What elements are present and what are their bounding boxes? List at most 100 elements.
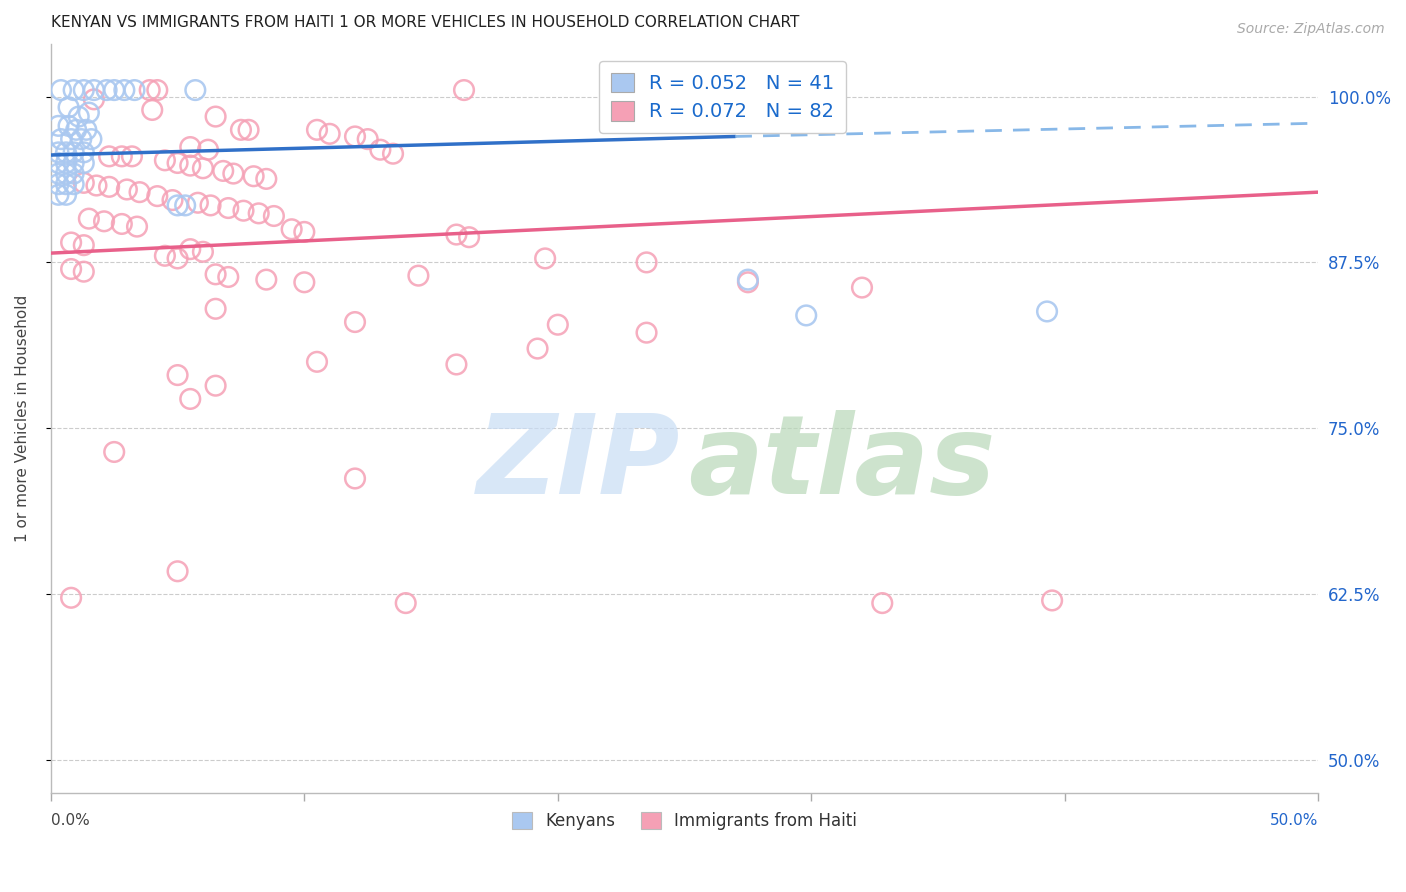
Point (138, 83, 160, 97)
Legend: Kenyans, Immigrants from Haiti: Kenyans, Immigrants from Haiti (506, 805, 863, 837)
Point (77, 211, 100, 226)
Point (526, 342, 548, 356)
Point (453, 83, 475, 97)
Point (446, 358, 468, 372)
Point (179, 159, 201, 173)
Point (254, 172, 277, 186)
Point (103, 83, 125, 97)
Point (166, 564, 188, 578)
Point (292, 225, 315, 239)
Point (794, 309, 817, 323)
Point (179, 392, 201, 406)
Point (217, 201, 239, 215)
Point (204, 268, 226, 282)
Point (124, 83, 146, 97)
Point (153, 249, 176, 263)
Point (166, 156, 188, 170)
Point (67, 110, 90, 124)
Point (80, 132, 103, 146)
Point (58, 100, 80, 114)
Point (191, 161, 214, 176)
Point (141, 103, 163, 117)
Point (62, 177, 84, 191)
Point (242, 169, 264, 184)
Point (179, 242, 201, 256)
Point (73, 145, 96, 160)
Point (344, 471, 367, 485)
Point (217, 270, 239, 285)
Point (292, 275, 315, 289)
Point (1040, 593, 1063, 607)
Point (534, 252, 557, 266)
Point (83, 92, 105, 106)
Y-axis label: 1 or more Vehicles in Household: 1 or more Vehicles in Household (15, 294, 30, 541)
Point (222, 167, 245, 181)
Point (636, 326, 658, 340)
Text: 50.0%: 50.0% (1270, 813, 1319, 828)
Point (636, 255, 658, 269)
Point (55, 156, 77, 170)
Point (121, 149, 143, 163)
Point (247, 206, 270, 220)
Point (724, 83, 747, 97)
Point (83, 83, 105, 97)
Point (166, 198, 188, 212)
Point (305, 123, 328, 137)
Point (73, 156, 96, 170)
Point (197, 143, 219, 157)
Point (187, 195, 209, 210)
Point (229, 123, 252, 137)
Point (60, 591, 83, 605)
Point (62, 83, 84, 97)
Point (60, 132, 83, 146)
Point (48, 177, 70, 191)
Point (547, 318, 569, 332)
Text: ZIP: ZIP (477, 409, 681, 516)
Point (48, 119, 70, 133)
Point (77, 105, 100, 120)
Point (166, 368, 188, 382)
Point (65, 123, 87, 137)
Point (318, 127, 340, 141)
Point (200, 198, 222, 212)
Point (96, 83, 118, 97)
Point (370, 143, 392, 157)
Point (55, 167, 77, 181)
Point (232, 203, 254, 218)
Point (48, 167, 70, 181)
Point (62, 145, 84, 160)
Point (73, 238, 96, 252)
Point (86, 178, 108, 193)
Point (93, 214, 115, 228)
Point (344, 129, 367, 144)
Point (395, 596, 418, 610)
Point (146, 189, 169, 203)
Point (112, 83, 135, 97)
Point (184, 83, 207, 97)
Point (111, 149, 134, 163)
Point (204, 110, 226, 124)
Point (357, 132, 380, 146)
Point (58, 119, 80, 133)
Point (111, 217, 134, 231)
Point (48, 156, 70, 170)
Point (73, 176, 96, 190)
Point (49, 83, 72, 97)
Point (153, 153, 176, 168)
Point (55, 177, 77, 191)
Point (263, 209, 285, 223)
Point (103, 445, 125, 459)
Point (851, 280, 873, 294)
Point (408, 268, 430, 283)
Point (73, 83, 96, 97)
Point (1036, 304, 1059, 318)
Point (204, 378, 226, 392)
Point (737, 275, 759, 289)
Point (62, 156, 84, 170)
Point (48, 187, 70, 202)
Point (212, 164, 235, 178)
Point (204, 301, 226, 316)
Point (872, 596, 894, 610)
Point (48, 145, 70, 160)
Point (62, 167, 84, 181)
